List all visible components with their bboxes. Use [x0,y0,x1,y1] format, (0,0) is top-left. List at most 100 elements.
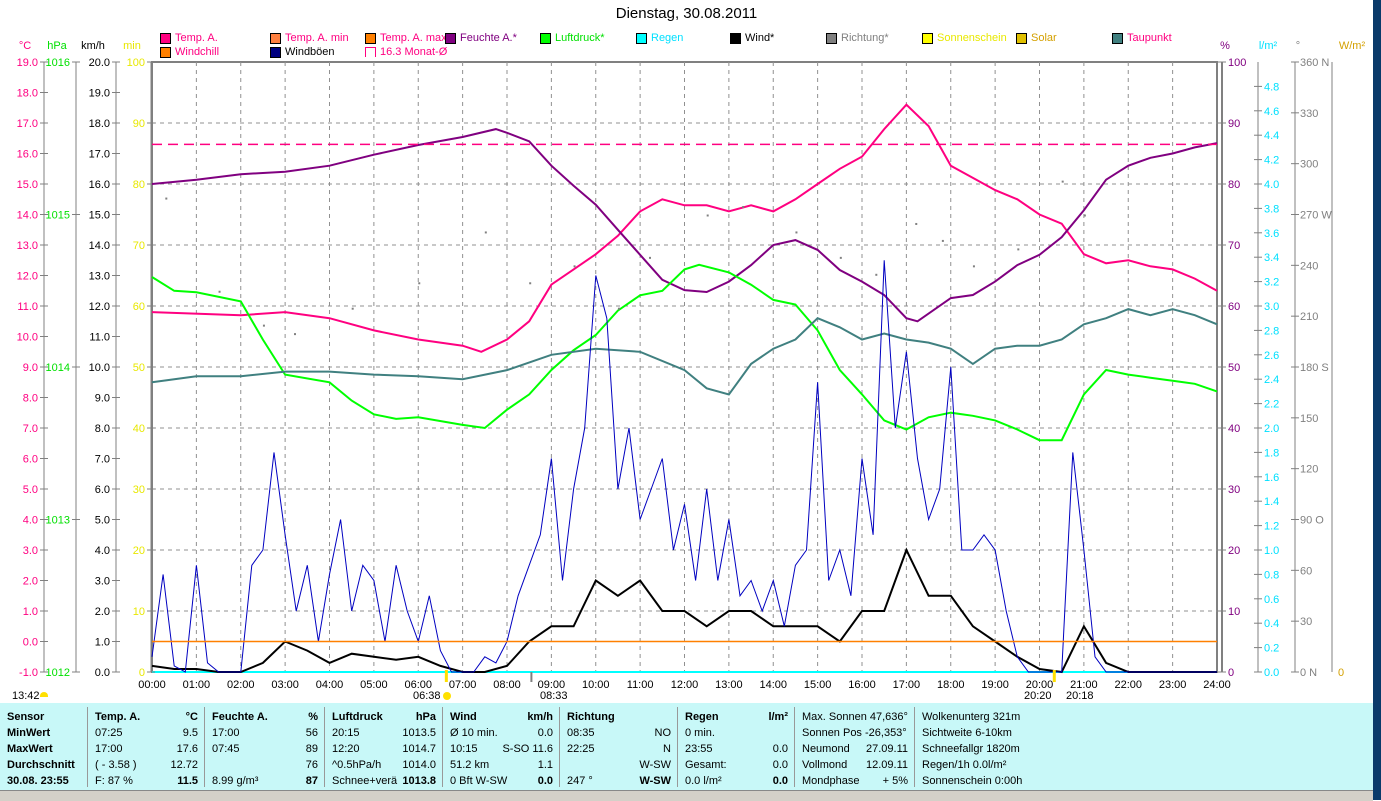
axis-tick-label-wind: 6.0 [95,484,110,496]
series-line-temp-a- [151,103,1218,353]
legend-swatch [1112,32,1123,44]
axis-tick-label-humidity: 30 [1228,484,1240,496]
series-line-taupunkt [151,308,1218,396]
axis-tick-label-minutes: 40 [133,423,145,435]
x-tick-label: 24:00 [1203,679,1231,691]
x-tick-label: 21:00 [1070,679,1098,691]
axis-tick-label-rain: 2.2 [1264,399,1279,411]
axis-tick-label-humidity: 0 [1228,667,1234,679]
series-line-luftdruck- [151,263,1218,442]
table-cell: 56 [305,727,318,739]
legend-item: Windböen [270,46,335,58]
x-tick-label: 12:00 [671,679,699,691]
axis-tick-label-pressure: 1013 [46,515,70,527]
x-tick-label: 00:00 [138,679,166,691]
direction-point [351,307,354,310]
x-tick-label: 01:00 [183,679,211,691]
table-cell: 1014.0 [402,759,436,771]
axis-tick-label-wind: 14.0 [89,240,110,252]
table-cell: MaxWert [7,743,53,755]
direction-point [484,231,487,234]
axis-tick-label-temp: 17.0 [17,118,38,130]
axis-tick-label-wind: 4.0 [95,545,110,557]
axis-tick-label-temp: 16.0 [17,149,38,161]
axis-tick-label-wind: 10.0 [89,362,110,374]
axis-tick-label-direction: 270 W [1300,210,1332,222]
table-cell: 0.0 [537,775,553,787]
axis-tick-label-rain: 4.4 [1264,130,1279,142]
table-cell: 8.99 g/m³ [212,775,259,787]
direction-point [573,265,576,268]
axis-tick-label-temp: 14.0 [17,210,38,222]
table-column: Luftdruck hPa 20:15 1013.5 12:20 1014.7 ^0.5hP… [325,707,443,787]
legend-item: Feuchte A.* [445,32,517,44]
axis-tick-label-direction: 210 [1300,311,1318,323]
legend-item: Wind* [730,32,774,44]
axis-tick-label-humidity: 50 [1228,362,1240,374]
legend-swatch [540,32,551,44]
axis-tick-label-direction: 90 O [1300,515,1324,527]
direction-point [706,214,709,217]
table-cell: 17.6 [176,743,198,755]
axis-tick-label-wind: 11.0 [89,332,110,344]
x-tick-label: 08:00 [493,679,521,691]
legend-swatch [730,32,741,44]
axis-tick-label-minutes: 30 [133,484,145,496]
table-header: Luftdruck [332,711,383,723]
axis-tick-label-wind: 16.0 [89,179,110,191]
table-header: Max. Sonnen 47,636° [802,711,908,723]
axis-tick-label-direction: 120 [1300,464,1318,476]
axis-unit-rain: l/m² [1259,40,1278,52]
table-cell: NO [654,727,672,739]
legend-item: Taupunkt [1112,32,1172,44]
axis-tick-label-direction: 240 [1300,260,1318,272]
axis-tick-label-rain: 3.2 [1264,277,1279,289]
sunset-label: 20:20 [1024,690,1052,702]
legend-label: Regen [651,32,684,44]
table-header: % [308,711,318,723]
axis-tick-label-temp: 19.0 [17,57,38,69]
table-cell: 07:45 [212,743,240,755]
sun-icon [443,692,451,700]
table-column: Sensor MinWert MaxWert Durchschnitt 30.08. 2… [0,707,88,787]
direction-point [1061,180,1064,183]
axis-tick-label-rain: 0.6 [1264,594,1279,606]
axis-tick-label-temp: 11.0 [17,301,38,313]
direction-point [915,222,918,225]
table-column: Max. Sonnen 47,636° Sonnen Pos -26,353° Ne… [795,707,915,787]
axis-tick-label-minutes: 90 [133,118,145,130]
sunrise-label: 06:38 [413,690,441,702]
legend-swatch [922,32,933,44]
axis-tick-label-humidity: 40 [1228,423,1240,435]
table-cell: 247 ° [567,775,593,787]
table-cell: 17:00 [95,743,123,755]
table-cell: 0.0 [772,759,788,771]
legend-swatch [636,32,647,44]
table-cell: 27.09.11 [865,743,908,755]
axis-unit-humidity: % [1220,40,1230,52]
table-column: Wind km/h Ø 10 min. 0.0 10:15 S-SO 11.6 51.2 k… [443,707,560,787]
table-cell: 0.0 [537,727,553,739]
table-header: °C [185,711,198,723]
axis-tick-label-wind: 19.0 [89,88,110,100]
legend-swatch [160,46,171,58]
axis-tick-label-temp: 15.0 [17,179,38,191]
table-cell: 22:25 [567,743,595,755]
direction-point [617,307,620,310]
axis-tick-label-rain: 0.2 [1264,643,1279,655]
x-tick-label: 14:00 [759,679,787,691]
direction-point [875,273,878,276]
table-cell: 0.0 [772,775,788,787]
axis-tick-label-temp: 13.0 [17,240,38,252]
axis-tick-label-temp: 12.0 [17,271,38,283]
legend-swatch [270,32,281,44]
legend-label: Taupunkt [1127,32,1172,44]
legend-swatch [826,32,837,44]
axis-tick-label-rain: 1.0 [1264,545,1279,557]
axis-tick-label-humidity: 60 [1228,301,1240,313]
axis-tick-label-direction: 60 [1300,565,1312,577]
legend-label: Windchill [175,46,220,58]
axis-tick-label-pressure: 1016 [46,57,70,69]
table-cell: Schnee+verä [332,775,398,787]
table-cell: F: 87 % [95,775,133,787]
